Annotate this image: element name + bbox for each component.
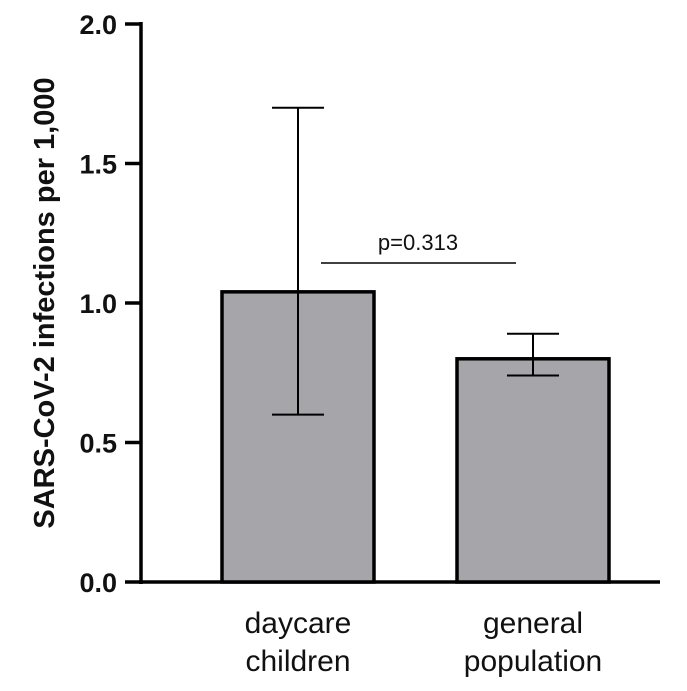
bar [455, 357, 611, 584]
x-category-label-line: children [245, 645, 350, 678]
y-tick-label: 1.5 [79, 150, 117, 180]
x-category-label-line: population [464, 645, 602, 678]
error-bars [272, 106, 559, 416]
y-tick-label: 2.0 [79, 10, 117, 40]
bars [220, 290, 611, 584]
significance-annotation: p=0.313 [321, 230, 516, 264]
x-category-label: general population [464, 607, 602, 678]
error-bar [272, 106, 324, 416]
y-tick-label: 0.0 [79, 568, 117, 598]
x-category-label: daycare children [245, 607, 352, 678]
x-category-label-line: general [483, 607, 583, 640]
y-tick-label: 0.5 [79, 429, 117, 459]
y-axis: 0.0 0.5 1.0 1.5 2.0 [79, 10, 143, 598]
y-axis-title: SARS-CoV-2 infections per 1,000 [29, 77, 61, 528]
x-category-label-line: daycare [245, 607, 352, 640]
p-value-label: p=0.313 [378, 230, 458, 255]
x-axis: daycare children general population [139, 580, 660, 678]
error-bar [507, 332, 559, 377]
y-tick-label: 1.0 [79, 289, 117, 319]
